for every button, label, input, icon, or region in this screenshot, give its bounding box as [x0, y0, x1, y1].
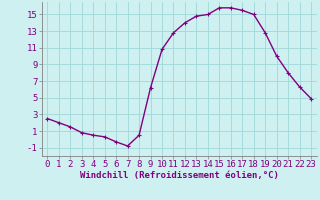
X-axis label: Windchill (Refroidissement éolien,°C): Windchill (Refroidissement éolien,°C)	[80, 171, 279, 180]
